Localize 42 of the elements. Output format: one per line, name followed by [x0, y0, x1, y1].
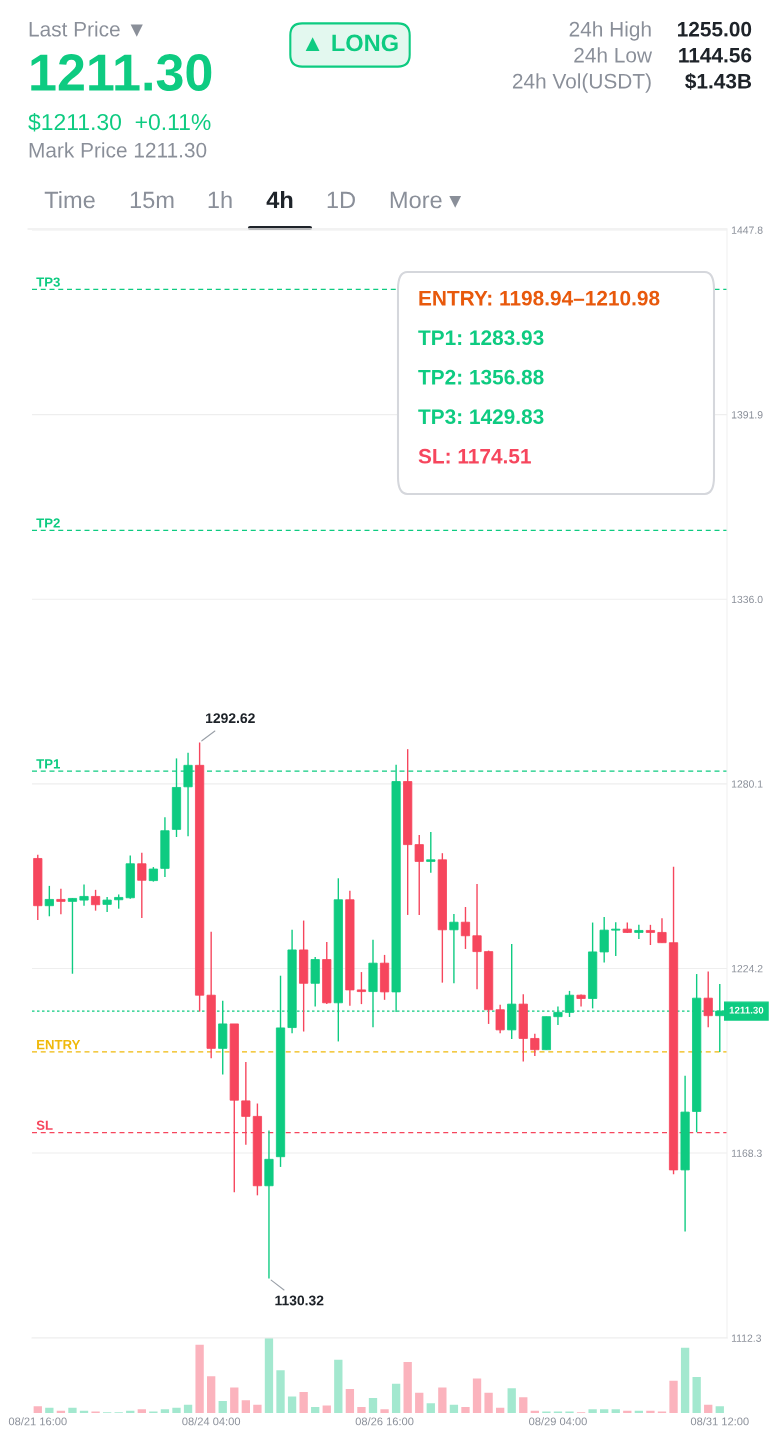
- y-tick-label: 1447.8: [731, 226, 763, 234]
- text: $1211.30 +0.11%: [28, 112, 211, 132]
- text: 1D: [327, 191, 355, 209]
- annotation: 1130.32: [275, 1295, 324, 1306]
- y-tick-label: 1336.0: [731, 595, 763, 604]
- x-tick-label: 08/21 16:00: [8, 1417, 67, 1426]
- text: 4h: [266, 191, 293, 209]
- x-tick-label: 08/24 04:00: [182, 1417, 241, 1426]
- text: Time: [44, 191, 95, 209]
- annotation: ENTRY: 1198.94–1210.98: [419, 290, 660, 306]
- annotation: SL: 1174.51: [418, 448, 531, 464]
- annotation: TP2: 1356.88: [418, 369, 544, 385]
- ref-line-label: 1211.30: [729, 1006, 764, 1014]
- text: More ▾: [390, 191, 462, 209]
- ref-line-label: ENTRY: [37, 1040, 81, 1050]
- annotation: TP1: 1283.93: [418, 330, 544, 346]
- x-tick-label: 08/29 04:00: [529, 1417, 587, 1426]
- text: 1211.30: [31, 54, 212, 92]
- y-tick-label: 1391.9: [731, 411, 763, 419]
- y-tick-label: 1280.1: [731, 780, 763, 788]
- y-tick-label: 1112.3: [731, 1334, 762, 1342]
- text: 1255.00: [678, 21, 752, 37]
- y-tick-label: 1168.3: [731, 1149, 762, 1157]
- ref-line-label: SL: [36, 1120, 53, 1130]
- ref-line-label: TP3: [36, 277, 60, 287]
- annotation: 1292.62: [206, 713, 255, 724]
- text: 1h: [208, 191, 232, 209]
- x-tick-label: 08/31 12:00: [690, 1417, 749, 1426]
- text: 24h Low: [574, 47, 653, 63]
- text: 1144.56: [679, 47, 752, 63]
- annotation: TP3: 1429.83: [418, 409, 544, 425]
- text: 24h Vol(USDT): [512, 73, 651, 93]
- text: 15m: [130, 191, 174, 209]
- text: 24h High: [569, 21, 651, 41]
- text: ▲ LONG: [305, 34, 398, 52]
- text: $1.43B: [685, 72, 752, 90]
- ref-line-label: TP1: [36, 759, 60, 769]
- text: Mark Price 1211.30: [29, 142, 207, 158]
- ref-line-label: TP2: [36, 518, 60, 528]
- y-tick-label: 1224.2: [731, 964, 763, 973]
- text: Last Price ▼: [29, 21, 143, 37]
- x-tick-label: 08/26 16:00: [355, 1417, 414, 1426]
